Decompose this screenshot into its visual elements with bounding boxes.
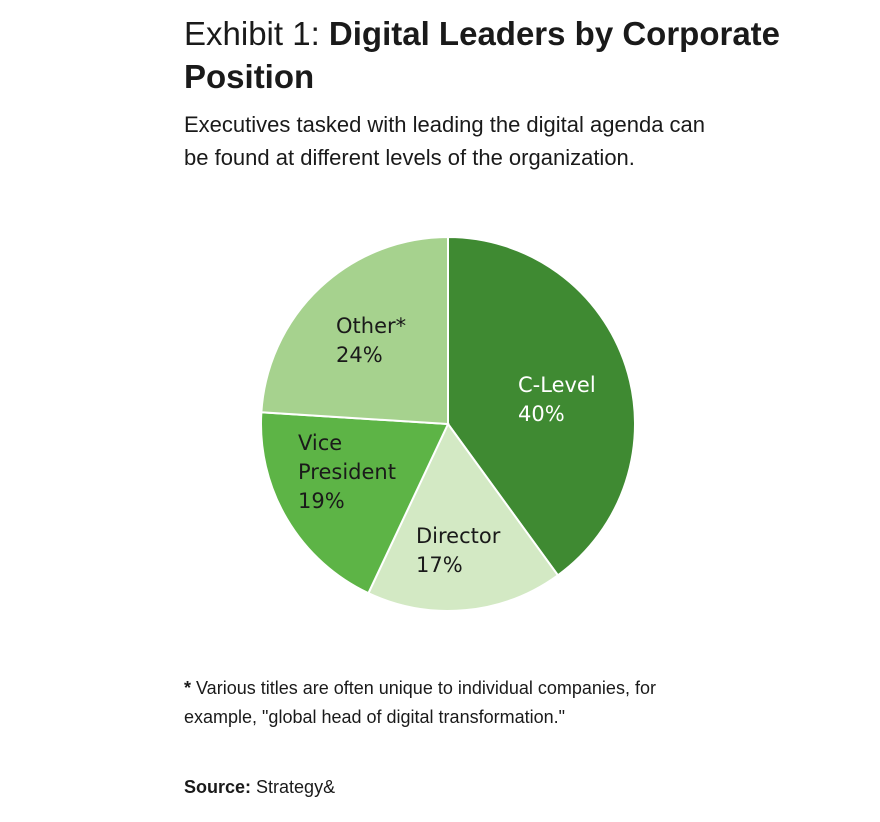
pie-slice-c-level bbox=[447, 235, 636, 577]
footnote-star: * bbox=[184, 678, 192, 698]
pie-labels: C-Level 40% Director 17% Vice President 19% Oth… bbox=[298, 314, 596, 577]
slice-value: 17% bbox=[416, 553, 463, 577]
slice-label-vice-president: Vice President 19% bbox=[298, 431, 396, 513]
chart-title: Exhibit 1: Digital Leaders by Corporate … bbox=[184, 12, 844, 98]
source-label: Source: bbox=[184, 777, 252, 797]
slice-value: 19% bbox=[298, 489, 345, 513]
chart-subtitle: Executives tasked with leading the digit… bbox=[184, 112, 706, 170]
pie-slices bbox=[260, 235, 636, 612]
title-main: Digital Leaders by Corporate Position bbox=[184, 15, 781, 95]
slice-label-line: Director bbox=[416, 524, 501, 548]
slice-label-line: Vice bbox=[298, 431, 342, 455]
footnote: * Various titles are often unique to ind… bbox=[184, 674, 704, 732]
slice-label-other: Other* 24% bbox=[336, 314, 406, 367]
title-prefix: Exhibit 1: bbox=[184, 15, 329, 52]
slice-label-line: President bbox=[298, 460, 396, 484]
footnote-text: Various titles are often unique to indiv… bbox=[184, 678, 656, 727]
pie-slice-other bbox=[260, 235, 449, 426]
slice-label-line: Other* bbox=[336, 314, 406, 338]
slice-label-director: Director 17% bbox=[416, 524, 501, 577]
slice-label-c-level: C-Level 40% bbox=[518, 373, 596, 426]
source-line: Source: Strategy& bbox=[184, 774, 335, 800]
source-text: Strategy& bbox=[251, 777, 336, 797]
slice-value: 40% bbox=[518, 402, 565, 426]
slice-value: 24% bbox=[336, 343, 383, 367]
pie-slice-vice-president bbox=[260, 411, 450, 595]
pie-slice-director bbox=[367, 422, 560, 612]
slice-label-line: C-Level bbox=[518, 373, 596, 397]
